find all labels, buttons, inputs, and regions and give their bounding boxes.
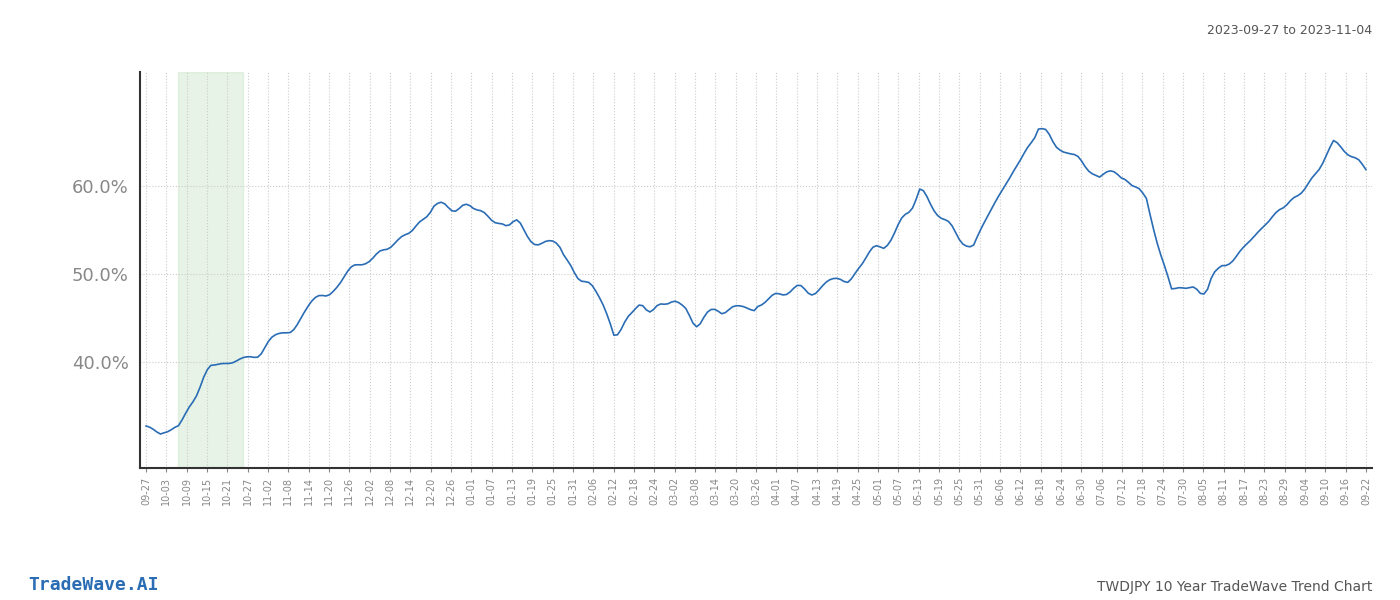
Text: TradeWave.AI: TradeWave.AI <box>28 576 158 594</box>
Text: TWDJPY 10 Year TradeWave Trend Chart: TWDJPY 10 Year TradeWave Trend Chart <box>1096 580 1372 594</box>
Bar <box>178 72 244 468</box>
Text: 2023-09-27 to 2023-11-04: 2023-09-27 to 2023-11-04 <box>1207 24 1372 37</box>
